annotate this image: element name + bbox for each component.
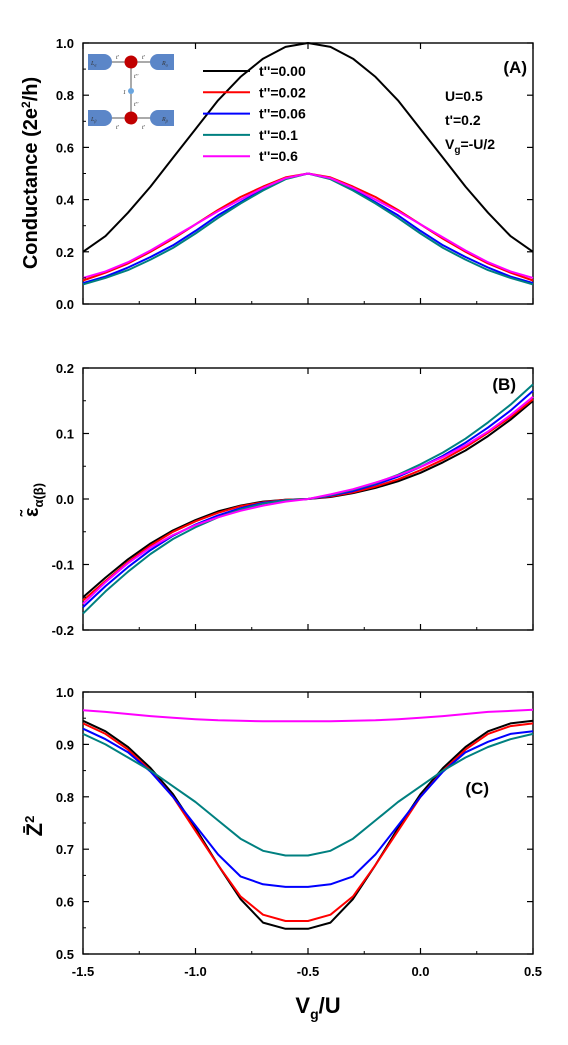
series-line-1-4 — [82, 172, 534, 286]
panel-a-yticks: 0.0 0.2 0.4 0.6 0.8 1.0 — [56, 36, 533, 312]
y-tick-label-3-4: 0.9 — [56, 737, 74, 752]
panel-c-yticks: 0.5 0.6 0.7 0.8 0.9 1.0 — [56, 685, 533, 962]
series-line-2-5 — [82, 396, 534, 605]
panel-b-xticks — [82, 368, 534, 630]
panel-a-label: (A) — [503, 58, 527, 77]
panel-b-label: (B) — [492, 375, 516, 394]
inset-label-tp3: t' — [116, 125, 120, 131]
inset-schematic: Lα Rα Lβ Rβ t' t' t' t' t'' t'' 1 — [88, 54, 174, 131]
inset-label-one: 1 — [123, 90, 126, 96]
series-line-3-3 — [82, 727, 534, 888]
y-tick-label-2-1: -0.1 — [52, 558, 74, 573]
y-tick-label-1-0: 0.0 — [56, 297, 74, 312]
panel-c-frame — [82, 691, 534, 955]
series-line-1-2 — [82, 172, 534, 282]
panel-b-yticks: -0.2 -0.1 0.0 0.1 0.2 — [52, 361, 533, 638]
panel-c-xticks: -1.5 -1.0 -0.5 0.0 0.5 — [72, 692, 542, 979]
series-line-3-4 — [82, 732, 534, 857]
x-tick-label-0: -1.5 — [72, 964, 94, 979]
y-tick-label-3-2: 0.7 — [56, 842, 74, 857]
inset-label-tpp2: t'' — [134, 102, 139, 108]
y-tick-label-3-5: 1.0 — [56, 685, 74, 700]
inset-label-tp4: t' — [142, 125, 146, 131]
inset-dot-middle — [128, 88, 134, 94]
panel-a: 0.0 0.2 0.4 0.6 0.8 1.0 (A) U=0.5 t'=0.2 Vg=-… — [19, 36, 534, 312]
panel-b-series — [82, 383, 534, 615]
series-line-1-5 — [82, 172, 534, 279]
panel-b-ylabel: ε̃α(β) — [19, 483, 46, 518]
x-tick-label-2: -0.5 — [297, 964, 319, 979]
x-axis-label: Vg/U — [295, 993, 340, 1022]
panel-c-label: (C) — [465, 779, 489, 798]
y-tick-label-2-4: 0.2 — [56, 361, 74, 376]
panel-b: -0.2 -0.1 0.0 0.1 0.2 (B) ε̃α(β) — [19, 361, 534, 638]
legend-label-5: t''=0.6 — [259, 148, 298, 164]
inset-label-tp2: t' — [142, 55, 146, 61]
panel-a-series — [82, 42, 534, 286]
panel-c-ylabel: Z̄2 — [22, 816, 47, 837]
param-vg: Vg=-U/2 — [445, 136, 495, 156]
series-line-1-3 — [82, 172, 534, 285]
x-tick-label-4: 0.5 — [524, 964, 542, 979]
legend-label-3: t''=0.06 — [259, 106, 306, 122]
y-tick-label-1-1: 0.2 — [56, 245, 74, 260]
y-tick-label-2-0: -0.2 — [52, 623, 74, 638]
y-tick-label-3-0: 0.5 — [56, 947, 74, 962]
inset-lead-r-alpha — [150, 54, 174, 70]
legend: t''=0.00 t''=0.02 t''=0.06 t''=0.1 t''=0.6 — [203, 63, 306, 164]
y-tick-label-3-3: 0.8 — [56, 790, 74, 805]
x-tick-label-1: -1.0 — [184, 964, 206, 979]
inset-label-tpp1: t'' — [134, 74, 139, 80]
inset-lead-l-beta — [88, 110, 112, 126]
panel-a-ylabel: Conductance (2e2/h) — [19, 77, 42, 269]
panel-a-params: U=0.5 t'=0.2 Vg=-U/2 — [445, 88, 495, 156]
y-tick-label-1-5: 1.0 — [56, 36, 74, 51]
param-tprime: t'=0.2 — [445, 112, 481, 128]
legend-label-4: t''=0.1 — [259, 127, 298, 143]
inset-lead-r-beta — [150, 110, 174, 126]
inset-dot-beta — [124, 111, 138, 125]
inset-label-rb: Rβ — [161, 117, 168, 124]
inset-dot-alpha — [124, 55, 138, 69]
y-tick-label-2-2: 0.0 — [56, 492, 74, 507]
y-tick-label-1-4: 0.8 — [56, 88, 74, 103]
y-tick-label-2-3: 0.1 — [56, 427, 74, 442]
inset-label-lb: Lβ — [90, 117, 96, 124]
series-line-3-5 — [82, 708, 534, 723]
y-tick-label-3-1: 0.6 — [56, 895, 74, 910]
panel-c-series — [82, 708, 534, 930]
y-tick-label-1-2: 0.4 — [56, 193, 75, 208]
inset-lead-l-alpha — [88, 54, 112, 70]
panel-c: 0.5 0.6 0.7 0.8 0.9 1.0 -1.5 -1.0 -0.5 0.0 0.5 (C… — [22, 685, 542, 1022]
inset-label-ra: Rα — [161, 61, 169, 68]
legend-label-2: t''=0.02 — [259, 84, 306, 100]
inset-label-tp1: t' — [116, 55, 120, 61]
x-tick-label-3: 0.0 — [411, 964, 429, 979]
y-tick-label-1-3: 0.6 — [56, 140, 74, 155]
inset-label-la: Lα — [90, 61, 97, 68]
param-u: U=0.5 — [445, 88, 483, 104]
legend-label-1: t''=0.00 — [259, 63, 306, 79]
panel-a-xticks — [82, 43, 534, 304]
